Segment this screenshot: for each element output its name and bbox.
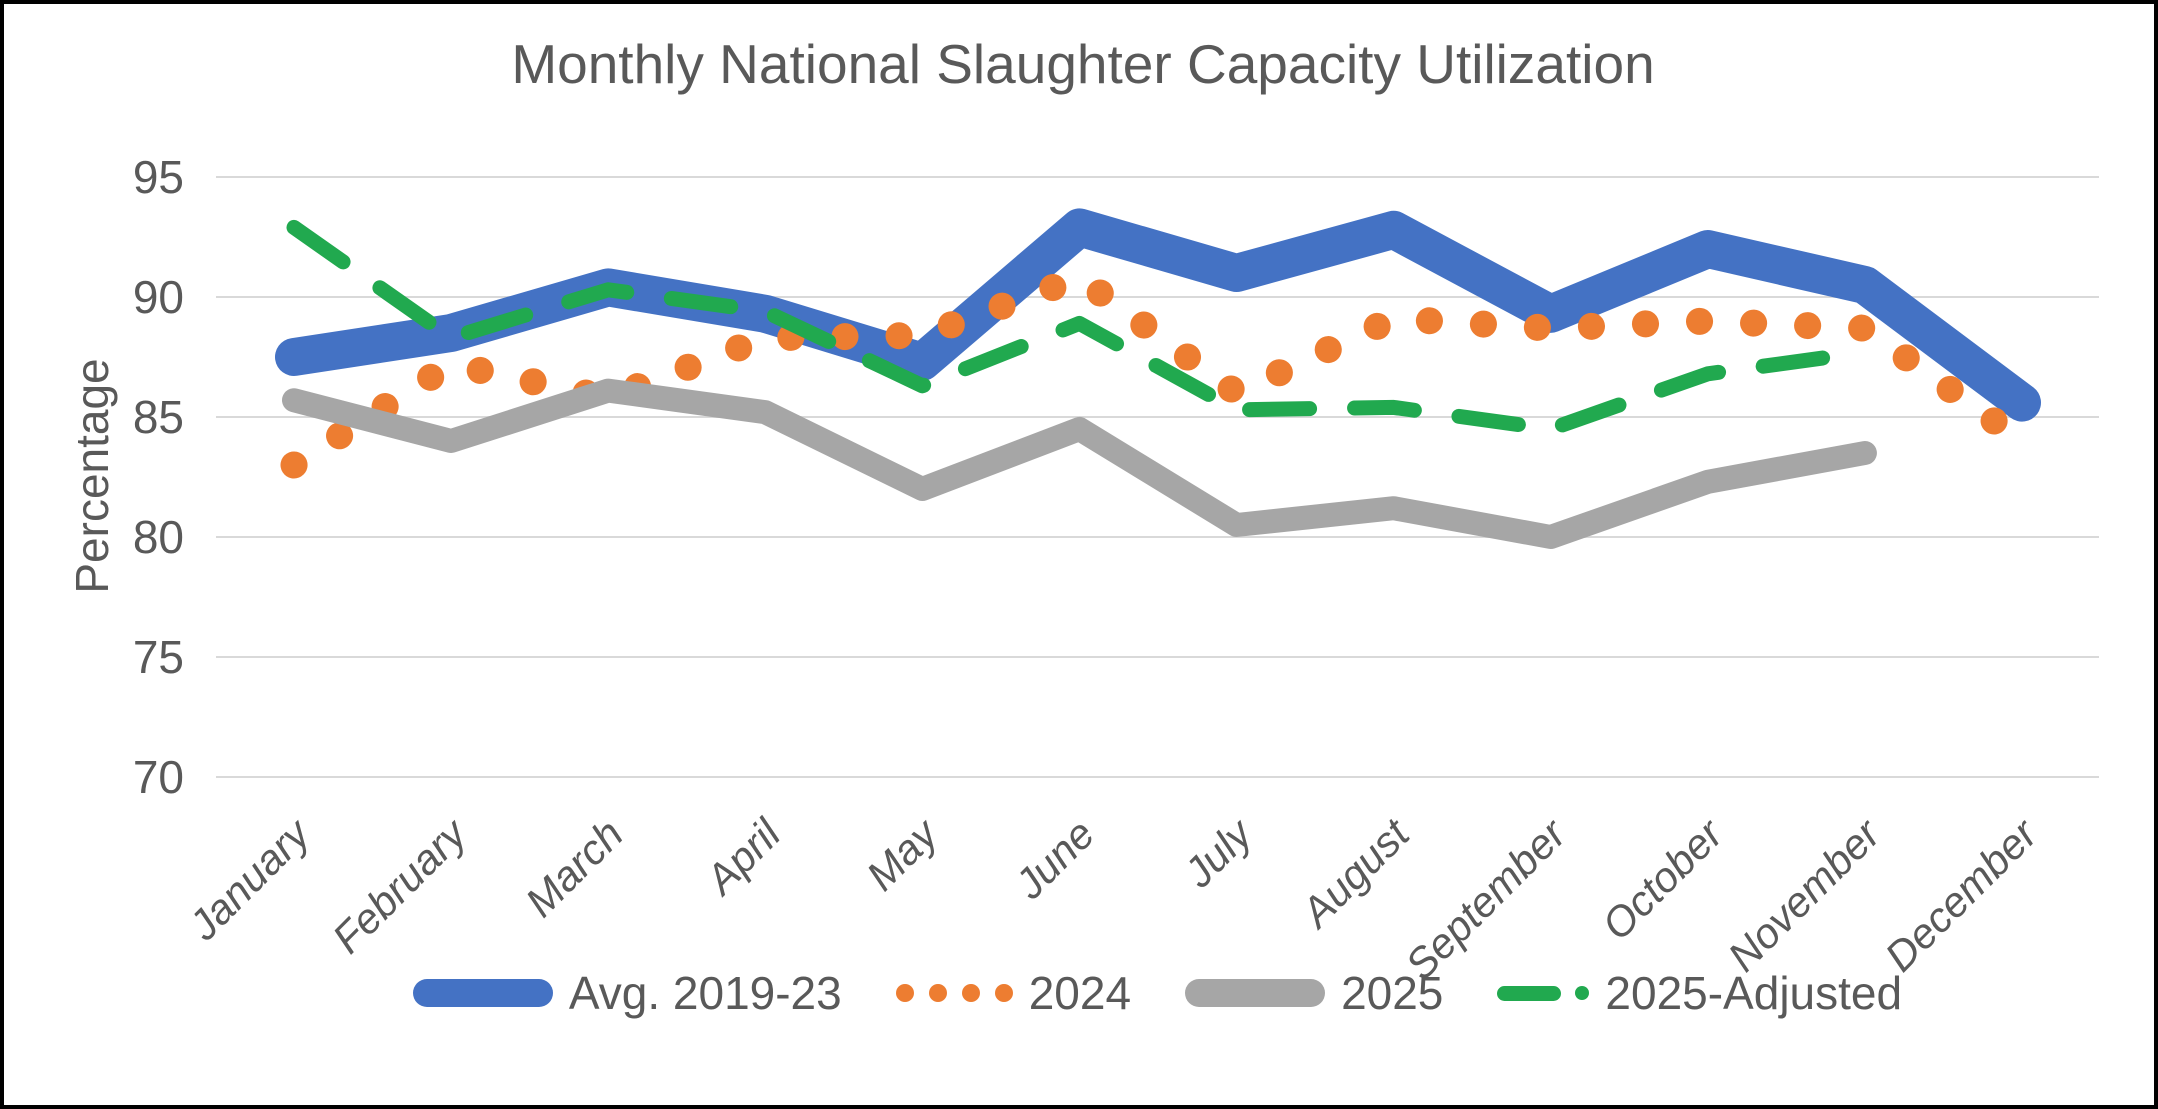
legend-item-avg-2019-23: Avg. 2019-23 — [412, 966, 842, 1020]
y-tick-label-70: 70 — [132, 751, 184, 803]
legend-marker-thick-line — [1185, 979, 1326, 1007]
series-line-2025-adjusted — [286, 219, 1873, 437]
legend-marker-dash-dot — [1497, 985, 1590, 1001]
y-tick-label-90: 90 — [132, 271, 184, 323]
legend-label: Avg. 2019-23 — [568, 967, 842, 1019]
chart-title: Monthly National Slaughter Capacity Util… — [511, 33, 1655, 95]
y-tick-label-85: 85 — [132, 391, 184, 443]
legend-item-2025-adjusted: 2025-Adjusted — [1497, 966, 1902, 1020]
legend-label: 2025 — [1341, 967, 1444, 1019]
plot-area — [216, 176, 2099, 778]
legend-item-2024: 2024 — [895, 966, 1132, 1020]
series-line-2025 — [282, 378, 1877, 549]
legend-marker-dots — [895, 984, 1013, 1002]
y-tick-label-80: 80 — [132, 511, 184, 563]
y-tick-label-95: 95 — [132, 151, 184, 203]
y-tick-label-75: 75 — [132, 631, 184, 683]
legend-label: 2025-Adjusted — [1605, 967, 1903, 1019]
legend-label: 2024 — [1028, 967, 1132, 1019]
legend-item-2025: 2025 — [1185, 966, 1443, 1020]
legend-marker-thick-line — [412, 979, 553, 1007]
legend: Avg. 2019-23 2024 2025 2025-Adjusted — [216, 966, 2099, 1020]
